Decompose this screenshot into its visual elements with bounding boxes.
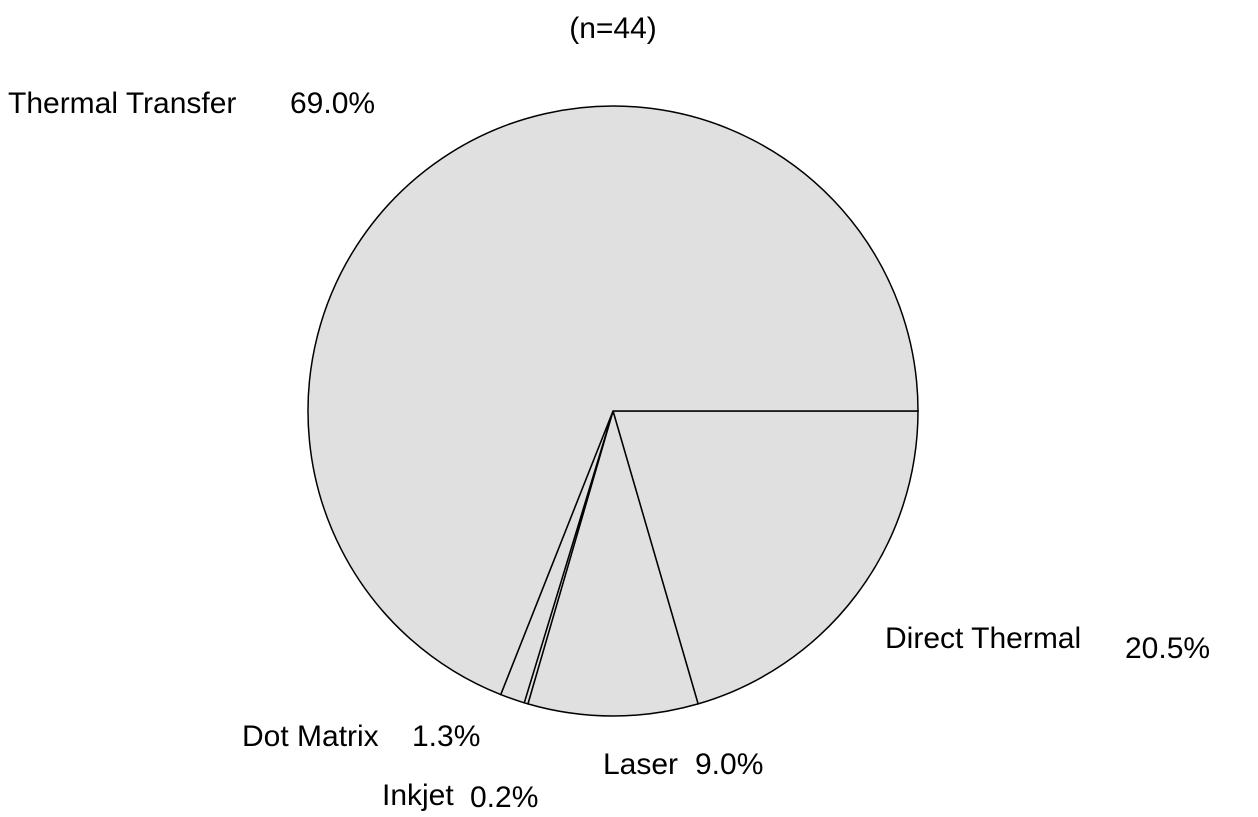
value-label: 1.3% [412,720,480,753]
value-label: 20.5% [1125,632,1210,665]
slice-label: Thermal Transfer [8,87,236,120]
value-label: 69.0% [290,87,375,120]
slice-label: Dot Matrix [242,720,379,753]
pie-slice [526,408,700,717]
value-label: 0.2% [470,781,538,814]
slice-label: Direct Thermal [885,622,1081,655]
slice-label: Inkjet [382,779,454,812]
pie-slice [307,105,919,696]
chart-title: (n=44) [569,12,657,45]
value-label: 9.0% [695,748,763,781]
slice-label: Laser [603,748,678,781]
pie-slice [612,410,919,705]
